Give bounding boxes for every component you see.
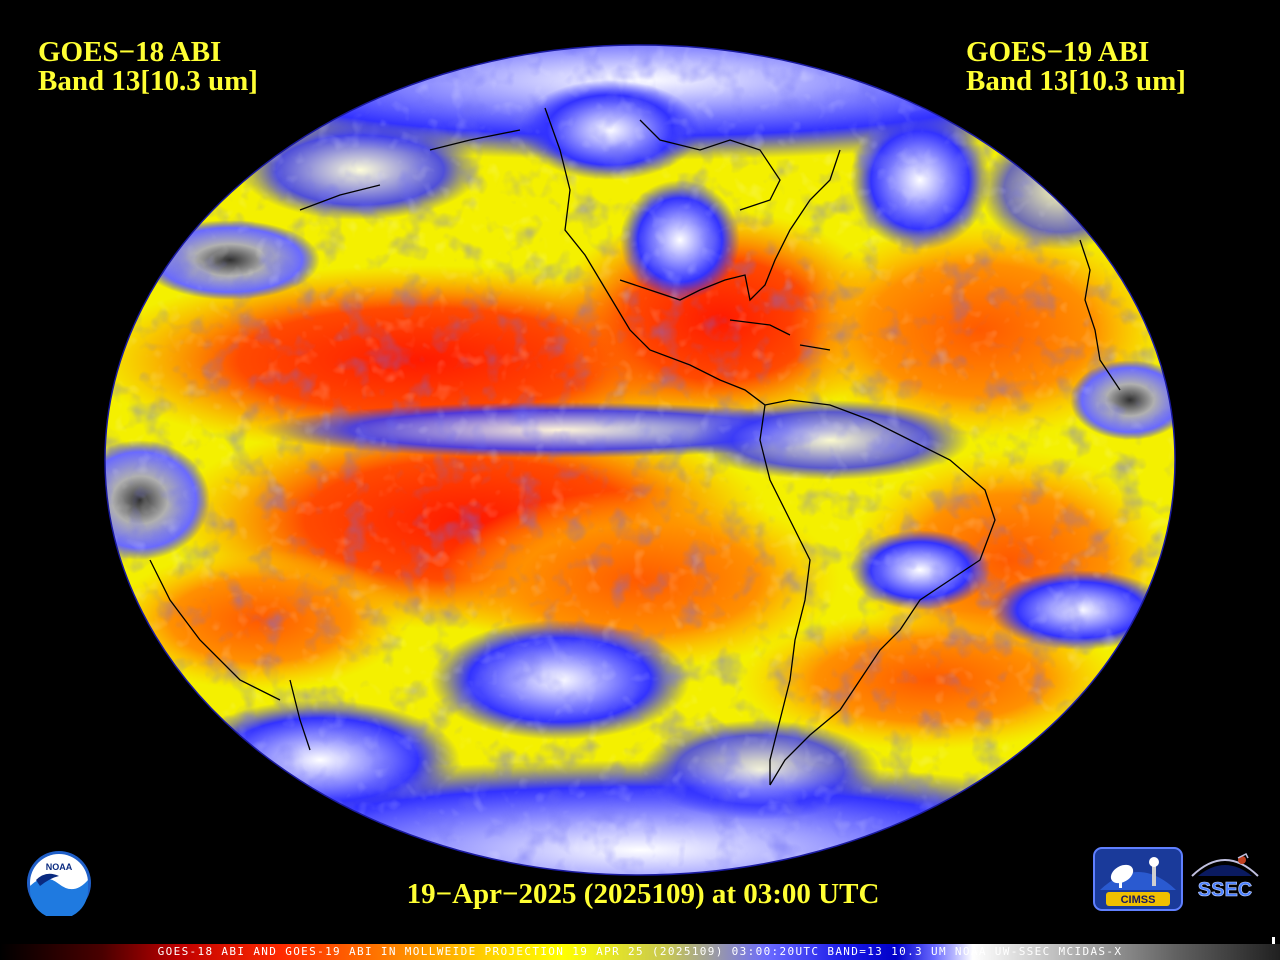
globe-outline: [104, 44, 1176, 876]
color-scale-bar: [0, 944, 1280, 960]
right-band-label: Band 13[10.3 um]: [966, 65, 1186, 97]
scale-end-tick: [1272, 937, 1275, 949]
noaa-logo-text: NOAA: [46, 862, 73, 872]
right-satellite-label: GOES−19 ABI Band 13[10.3 um]: [966, 38, 1186, 96]
left-satellite-name: GOES−18 ABI: [38, 36, 222, 68]
ssec-logo-text: SSEC: [1198, 879, 1252, 901]
cimss-logo-icon: CIMSS: [1093, 847, 1183, 911]
right-satellite-name: GOES−19 ABI: [966, 36, 1150, 68]
left-satellite-label: GOES−18 ABI Band 13[10.3 um]: [38, 38, 258, 96]
footer-info-text: GOES-18 ABI AND GOES-19 ABI IN MOLLWEIDE…: [157, 945, 1123, 958]
cimss-logo-text: CIMSS: [1121, 894, 1156, 906]
globe-imagery: [105, 45, 1175, 875]
ssec-logo-icon: SSEC: [1191, 852, 1259, 901]
coastlines: [149, 107, 1121, 786]
image-timestamp: 19−Apr−2025 (2025109) at 03:00 UTC: [406, 878, 880, 910]
left-band-label: Band 13[10.3 um]: [38, 65, 258, 97]
noaa-logo-icon: NOAA: [27, 851, 91, 916]
